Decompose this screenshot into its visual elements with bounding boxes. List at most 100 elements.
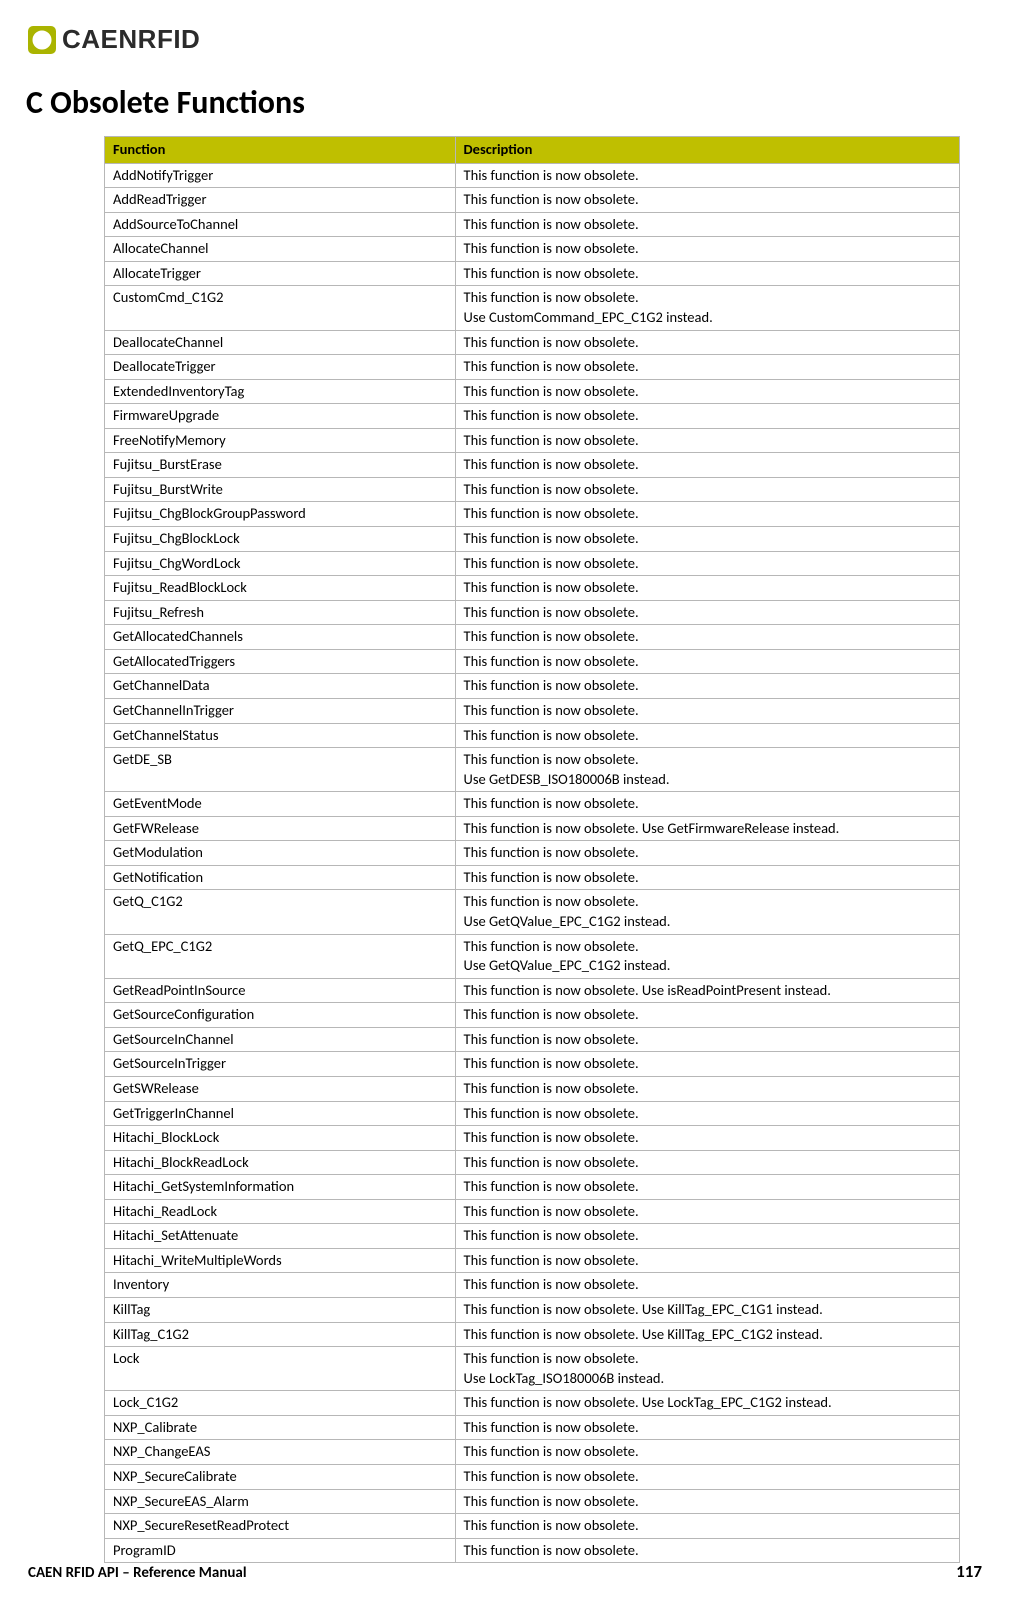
table-row: Hitachi_BlockReadLockThis function is no…: [105, 1150, 960, 1175]
page-number: 117: [956, 1561, 982, 1582]
cell-function: GetDE_SB: [105, 748, 456, 792]
cell-function: DeallocateTrigger: [105, 355, 456, 380]
table-row: GetReadPointInSourceThis function is now…: [105, 978, 960, 1003]
cell-description: This function is now obsolete.: [455, 453, 959, 478]
cell-function: FirmwareUpgrade: [105, 404, 456, 429]
col-function: Function: [105, 137, 456, 164]
cell-function: GetChannelStatus: [105, 723, 456, 748]
table-row: GetChannelDataThis function is now obsol…: [105, 674, 960, 699]
cell-description: This function is now obsolete.: [455, 1514, 959, 1539]
table-row: GetSourceInChannelThis function is now o…: [105, 1027, 960, 1052]
cell-description: This function is now obsolete. Use KillT…: [455, 1298, 959, 1323]
cell-description: This function is now obsolete. Use LockT…: [455, 1391, 959, 1416]
table-row: ProgramIDThis function is now obsolete.: [105, 1538, 960, 1563]
cell-function: Lock: [105, 1347, 456, 1391]
table-row: AllocateChannelThis function is now obso…: [105, 237, 960, 262]
cell-function: Fujitsu_ChgBlockGroupPassword: [105, 502, 456, 527]
cell-function: GetReadPointInSource: [105, 978, 456, 1003]
cell-function: Fujitsu_ChgWordLock: [105, 551, 456, 576]
cell-description: This function is now obsolete.: [455, 379, 959, 404]
table-row: AllocateTriggerThis function is now obso…: [105, 261, 960, 286]
table-row: GetSourceConfigurationThis function is n…: [105, 1003, 960, 1028]
cell-description: This function is now obsolete.: [455, 428, 959, 453]
cell-function: Lock_C1G2: [105, 1391, 456, 1416]
table-row: ExtendedInventoryTagThis function is now…: [105, 379, 960, 404]
cell-description: This function is now obsolete.: [455, 212, 959, 237]
cell-description: This function is now obsolete.: [455, 1150, 959, 1175]
table-row: FirmwareUpgradeThis function is now obso…: [105, 404, 960, 429]
cell-description: This function is now obsolete.: [455, 237, 959, 262]
cell-description: This function is now obsolete.: [455, 674, 959, 699]
cell-function: GetSourceInTrigger: [105, 1052, 456, 1077]
cell-description: This function is now obsolete.: [455, 1440, 959, 1465]
table-row: KillTagThis function is now obsolete. Us…: [105, 1298, 960, 1323]
cell-function: NXP_SecureResetReadProtect: [105, 1514, 456, 1539]
cell-function: Fujitsu_Refresh: [105, 600, 456, 625]
cell-description: This function is now obsolete.: [455, 502, 959, 527]
cell-function: Fujitsu_ReadBlockLock: [105, 576, 456, 601]
table-row: Fujitsu_BurstWriteThis function is now o…: [105, 477, 960, 502]
cell-description: This function is now obsolete.: [455, 551, 959, 576]
cell-function: GetSourceConfiguration: [105, 1003, 456, 1028]
cell-function: GetSWRelease: [105, 1076, 456, 1101]
table-row: GetChannelInTriggerThis function is now …: [105, 698, 960, 723]
cell-description: This function is now obsolete.: [455, 723, 959, 748]
cell-function: GetAllocatedTriggers: [105, 649, 456, 674]
cell-description: This function is now obsolete.: [455, 600, 959, 625]
cell-description: This function is now obsolete.Use GetQVa…: [455, 934, 959, 978]
cell-function: Hitachi_BlockReadLock: [105, 1150, 456, 1175]
brand-name: CAENRFID: [62, 24, 200, 55]
page-title: C Obsolete Functions: [26, 83, 982, 122]
cell-function: GetSourceInChannel: [105, 1027, 456, 1052]
cell-description: This function is now obsolete.: [455, 1273, 959, 1298]
cell-function: GetEventMode: [105, 792, 456, 817]
cell-description: This function is now obsolete.: [455, 1489, 959, 1514]
table-row: GetQ_C1G2This function is now obsolete.U…: [105, 890, 960, 934]
table-row: Fujitsu_ChgWordLockThis function is now …: [105, 551, 960, 576]
cell-description: This function is now obsolete.Use GetQVa…: [455, 890, 959, 934]
cell-function: NXP_SecureCalibrate: [105, 1464, 456, 1489]
cell-description: This function is now obsolete.: [455, 261, 959, 286]
table-row: AddReadTriggerThis function is now obsol…: [105, 188, 960, 213]
table-row: Hitachi_WriteMultipleWordsThis function …: [105, 1248, 960, 1273]
table-header-row: Function Description: [105, 137, 960, 164]
cell-function: AddSourceToChannel: [105, 212, 456, 237]
cell-description: This function is now obsolete. Use KillT…: [455, 1322, 959, 1347]
cell-function: AddNotifyTrigger: [105, 163, 456, 188]
table-row: AddNotifyTriggerThis function is now obs…: [105, 163, 960, 188]
table-row: Fujitsu_ReadBlockLockThis function is no…: [105, 576, 960, 601]
cell-description: This function is now obsolete.: [455, 576, 959, 601]
cell-function: NXP_SecureEAS_Alarm: [105, 1489, 456, 1514]
cell-description: This function is now obsolete.: [455, 404, 959, 429]
cell-function: GetQ_EPC_C1G2: [105, 934, 456, 978]
table-row: GetFWReleaseThis function is now obsolet…: [105, 816, 960, 841]
cell-description: This function is now obsolete.: [455, 477, 959, 502]
table-row: AddSourceToChannelThis function is now o…: [105, 212, 960, 237]
cell-function: FreeNotifyMemory: [105, 428, 456, 453]
table-row: Hitachi_SetAttenuateThis function is now…: [105, 1224, 960, 1249]
table-row: NXP_SecureResetReadProtectThis function …: [105, 1514, 960, 1539]
cell-description: This function is now obsolete.: [455, 1538, 959, 1563]
cell-function: ProgramID: [105, 1538, 456, 1563]
table-row: Hitachi_BlockLockThis function is now ob…: [105, 1126, 960, 1151]
cell-function: KillTag: [105, 1298, 456, 1323]
cell-description: This function is now obsolete.: [455, 188, 959, 213]
cell-function: Hitachi_SetAttenuate: [105, 1224, 456, 1249]
cell-function: GetNotification: [105, 865, 456, 890]
table-row: Fujitsu_RefreshThis function is now obso…: [105, 600, 960, 625]
cell-function: DeallocateChannel: [105, 330, 456, 355]
cell-description: This function is now obsolete.: [455, 163, 959, 188]
cell-description: This function is now obsolete.: [455, 1415, 959, 1440]
table-row: Hitachi_GetSystemInformationThis functio…: [105, 1175, 960, 1200]
cell-function: AddReadTrigger: [105, 188, 456, 213]
cell-function: AllocateTrigger: [105, 261, 456, 286]
table-row: Hitachi_ReadLockThis function is now obs…: [105, 1199, 960, 1224]
table-row: GetNotificationThis function is now obso…: [105, 865, 960, 890]
cell-description: This function is now obsolete. Use isRea…: [455, 978, 959, 1003]
cell-description: This function is now obsolete.: [455, 1248, 959, 1273]
table-row: NXP_ChangeEASThis function is now obsole…: [105, 1440, 960, 1465]
cell-function: Hitachi_WriteMultipleWords: [105, 1248, 456, 1273]
footer-title: CAEN RFID API – Reference Manual: [28, 1564, 247, 1582]
cell-function: GetFWRelease: [105, 816, 456, 841]
table-row: Lock_C1G2This function is now obsolete. …: [105, 1391, 960, 1416]
